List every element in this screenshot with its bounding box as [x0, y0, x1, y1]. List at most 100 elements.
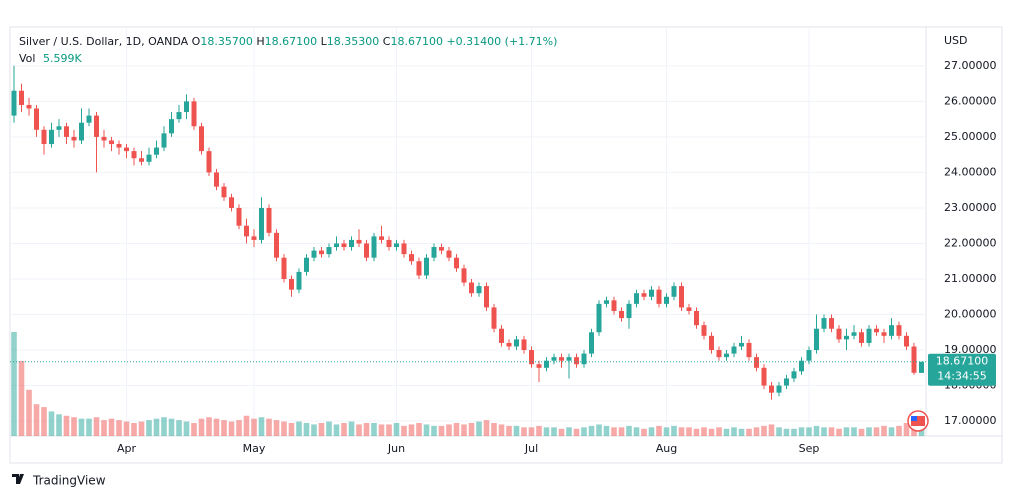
volume-bar	[303, 423, 310, 436]
volume-bar	[708, 428, 715, 436]
candle-body	[919, 361, 924, 373]
candle-body	[94, 115, 99, 137]
candle-body	[851, 332, 857, 336]
candle-body	[799, 360, 804, 372]
volume-bar	[341, 423, 347, 436]
candle-body	[169, 119, 174, 134]
volume-bar	[573, 428, 580, 436]
x-tick-label: Apr	[117, 442, 137, 455]
candle-body	[664, 296, 669, 304]
candle-body	[679, 286, 684, 308]
volume-bar	[228, 421, 235, 436]
candle-body	[484, 286, 489, 308]
candle-body	[349, 239, 354, 248]
volume-bar	[693, 428, 700, 436]
last-price-label: 18.67100	[936, 355, 989, 368]
volume-line: Vol 5.599K	[19, 52, 82, 65]
candle-body	[401, 243, 407, 255]
candle-body	[289, 278, 294, 290]
candle-body	[559, 357, 564, 361]
volume-bar	[176, 420, 182, 436]
candle-body	[356, 239, 362, 244]
volume-bar	[873, 427, 880, 436]
candles	[11, 65, 924, 400]
candle-body	[281, 257, 287, 279]
volume-bar	[101, 420, 107, 436]
volume-pane	[11, 332, 925, 436]
volume-bar	[761, 425, 767, 436]
candle-body	[724, 353, 729, 358]
candle-body	[589, 332, 594, 354]
candle-body	[656, 289, 662, 304]
volume-bar	[236, 420, 242, 436]
volume-bar	[258, 417, 265, 436]
candle-body	[259, 207, 264, 240]
volume-bar	[63, 415, 70, 436]
volume-bar	[626, 425, 632, 436]
volume-bar	[378, 424, 385, 436]
volume-bar	[491, 423, 497, 436]
candle-body	[904, 335, 909, 347]
volume-bar	[753, 427, 760, 436]
volume-bar	[116, 420, 122, 436]
candle-body	[311, 250, 317, 258]
volume-bar	[416, 423, 422, 436]
candle-body	[214, 172, 219, 187]
candle-body	[416, 261, 422, 276]
volume-bar	[663, 427, 670, 436]
volume-bar	[18, 360, 25, 436]
candle-body	[176, 112, 182, 120]
volume-bar	[851, 427, 857, 436]
candle-body	[604, 300, 609, 304]
x-tick-label: Jun	[387, 442, 405, 455]
volume-bar	[611, 427, 617, 436]
candle-body	[859, 332, 864, 343]
candle-body	[694, 310, 699, 326]
candle-body	[154, 147, 159, 155]
candle-body	[701, 325, 707, 336]
candle-body	[454, 257, 459, 269]
candle-body	[296, 271, 302, 290]
candle-body	[101, 136, 107, 141]
candle-body	[446, 250, 452, 258]
candle-body	[124, 147, 129, 152]
candle-body	[709, 335, 714, 351]
volume: 5.599K	[42, 52, 82, 65]
volume-bar	[881, 425, 887, 436]
flag-icon	[907, 410, 929, 432]
volume-bar	[251, 418, 257, 436]
volume-bar	[431, 425, 437, 436]
candle-body	[49, 129, 54, 145]
volume-bar	[543, 427, 550, 436]
candle-body	[394, 243, 399, 248]
candle-body	[229, 197, 234, 208]
volume-bar	[798, 427, 805, 436]
volume-bar	[536, 425, 542, 436]
y-tick-label: 17.00000	[944, 414, 997, 427]
candle-body	[469, 282, 474, 294]
volume-bar	[78, 418, 85, 436]
candle-body	[431, 247, 437, 258]
low: 18.35300	[326, 35, 380, 48]
volume-bar	[393, 423, 400, 436]
volume-bar	[48, 411, 55, 436]
volume-bar	[483, 420, 490, 436]
symbol: Silver / U.S. Dollar, 1D, OANDA	[19, 35, 189, 48]
volume-bar	[686, 427, 692, 436]
volume-bar	[348, 421, 355, 436]
candle-body	[784, 378, 789, 386]
axes: 17.0000018.0000019.0000020.0000021.00000…	[10, 59, 997, 455]
volume-bar	[198, 418, 205, 436]
candle-body	[439, 247, 444, 251]
volume-bar	[843, 427, 850, 436]
candle-body	[364, 243, 369, 258]
volume-bar	[288, 423, 295, 436]
candle-body	[829, 318, 834, 329]
candle-body	[536, 364, 542, 368]
volume-bar	[918, 427, 925, 436]
volume-bar	[828, 427, 835, 436]
volume-bar	[903, 423, 910, 436]
candle-body	[274, 232, 279, 258]
candle-body	[791, 371, 797, 379]
